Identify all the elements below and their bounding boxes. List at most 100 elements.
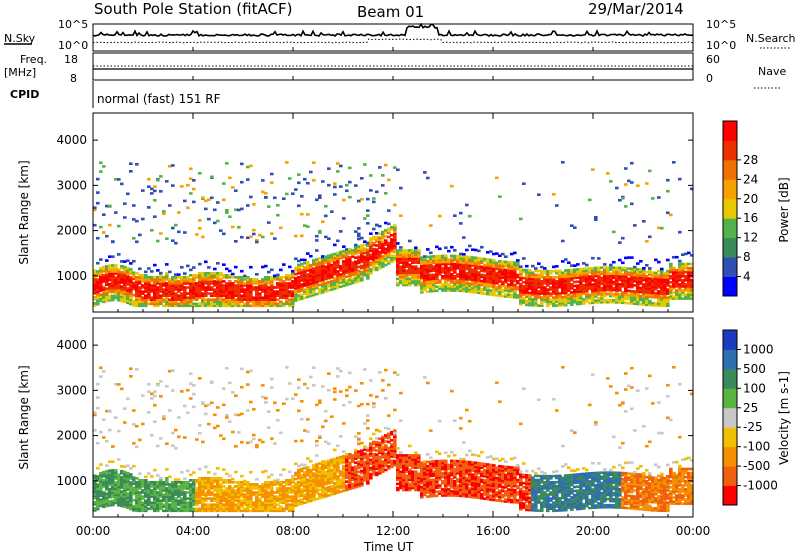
velocity-cell	[249, 503, 253, 506]
power-cell	[648, 299, 652, 303]
power-cell	[309, 280, 313, 283]
velocity-cell	[276, 497, 280, 500]
power-cell	[396, 249, 400, 252]
power-cell	[426, 290, 430, 293]
power-cell	[570, 272, 574, 276]
velocity-cell	[210, 507, 214, 511]
power-cell	[168, 304, 172, 308]
power-cell	[270, 300, 274, 304]
power-cell	[237, 296, 241, 299]
velocity-cell	[321, 473, 325, 477]
power-cell	[354, 276, 358, 280]
power-cell	[549, 294, 553, 297]
power-cell	[402, 273, 406, 277]
power-cell	[120, 267, 124, 270]
velocity-cell	[126, 473, 130, 477]
power-cell	[129, 298, 133, 302]
velocity-cell	[120, 502, 124, 506]
power-cell	[624, 271, 628, 274]
power-cell	[558, 285, 562, 289]
power-cell	[633, 278, 637, 281]
power-cell	[423, 278, 427, 281]
power-cell	[411, 281, 415, 285]
power-cell	[399, 269, 403, 273]
power-cell	[228, 302, 232, 306]
power-cell	[153, 282, 157, 285]
velocity-cell	[201, 505, 205, 509]
power-cell	[234, 290, 238, 293]
velocity-cell	[222, 485, 226, 488]
power-cell	[555, 292, 559, 295]
power-cell	[138, 274, 142, 277]
velocity-cell	[243, 495, 247, 498]
power-cell	[450, 289, 454, 292]
power-cell	[579, 300, 583, 303]
power-cell	[588, 301, 592, 305]
power-cell	[123, 278, 127, 281]
power-cell	[348, 248, 352, 251]
velocity-cell	[330, 474, 334, 478]
velocity-cell	[225, 497, 229, 500]
velocity-cell	[174, 483, 178, 486]
power-cell	[165, 237, 169, 240]
power-cell	[192, 292, 196, 295]
power-cell	[513, 273, 517, 277]
velocity-cell	[261, 395, 265, 399]
velocity-cell	[267, 501, 271, 504]
power-cell	[189, 268, 193, 272]
power-cell	[618, 295, 622, 298]
velocity-cell	[183, 497, 187, 500]
power-cell	[354, 268, 358, 272]
power-cell	[270, 298, 274, 301]
power-cell	[642, 282, 646, 286]
velocity-cell	[243, 501, 247, 504]
power-cell	[105, 277, 109, 280]
velocity-cell	[219, 479, 223, 482]
power-cell	[141, 290, 145, 293]
power-cell	[393, 254, 397, 258]
power-cell	[366, 262, 370, 266]
power-cell	[96, 302, 100, 306]
velocity-cell	[120, 387, 124, 391]
power-cell	[513, 285, 517, 289]
power-cell	[99, 281, 103, 284]
velocity-cell	[333, 476, 337, 479]
velocity-cell	[186, 483, 190, 486]
velocity-cell	[225, 493, 229, 496]
power-cell	[309, 170, 313, 174]
power-cell	[474, 283, 478, 286]
power-cell	[348, 250, 352, 253]
power-cell	[423, 280, 427, 284]
velocity-cell	[297, 474, 301, 478]
power-cell	[525, 279, 529, 282]
power-cell	[357, 251, 361, 254]
velocity-cell	[237, 413, 241, 417]
power-cell	[570, 291, 574, 294]
power-cell	[489, 258, 493, 262]
power-cell	[285, 192, 289, 196]
velocity-cell	[180, 487, 184, 490]
power-cell	[399, 273, 403, 277]
power-cell	[687, 287, 691, 290]
velocity-cell	[153, 394, 157, 398]
power-cell	[543, 288, 547, 291]
power-cell	[528, 287, 532, 291]
power-cell	[399, 186, 403, 190]
velocity-cell	[138, 497, 142, 500]
velocity-cell	[279, 507, 283, 511]
power-cell	[207, 300, 211, 304]
power-cell	[402, 249, 406, 252]
velocity-cell	[213, 493, 217, 496]
power-cell	[297, 275, 301, 279]
power-cell	[555, 300, 559, 303]
velocity-cell	[207, 509, 211, 513]
power-cell	[576, 298, 580, 302]
power-cell	[276, 304, 280, 308]
velocity-cell	[222, 387, 226, 390]
power-cell	[234, 284, 238, 287]
velocity-cell	[117, 458, 121, 461]
power-cell	[447, 283, 451, 286]
power-cell	[348, 268, 352, 271]
power-cell	[234, 276, 238, 279]
power-cell	[585, 295, 589, 299]
